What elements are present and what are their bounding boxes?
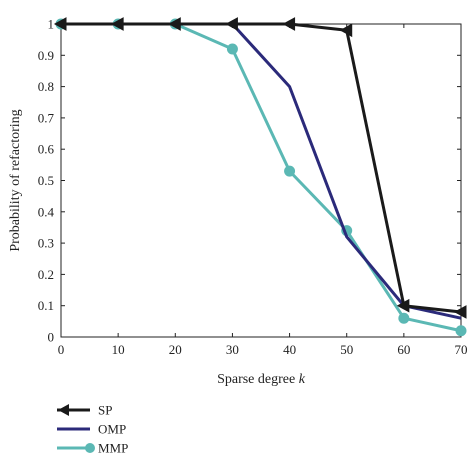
y-axis: 0 0.1 0.2 0.3 0.4 0.5 0.6 0.7 0.8 0.9 1 — [38, 17, 461, 345]
x-axis-title: Sparse degree k — [217, 372, 306, 387]
series-mmp — [55, 18, 467, 337]
data-point-mmp — [398, 312, 410, 324]
data-point-sp — [168, 17, 181, 31]
y-tick-label: 0.3 — [38, 236, 54, 251]
plot-area: 0 10 20 30 40 50 60 70 0 0.1 0.2 0.3 0.4 0.5 0.6 0.7 0.… — [38, 17, 468, 358]
data-point-sp — [396, 298, 410, 313]
series-sp — [53, 17, 467, 319]
data-point-sp — [225, 17, 238, 31]
y-tick-label: 0.2 — [38, 267, 54, 282]
y-tick-label: 1 — [48, 17, 55, 32]
x-tick-label: 30 — [226, 342, 239, 357]
data-point-sp — [53, 17, 67, 31]
data-point-sp — [453, 305, 467, 319]
legend-item-mmp: MMP — [57, 441, 128, 456]
data-point-mmp — [284, 165, 296, 177]
y-tick-label: 0.1 — [38, 298, 54, 313]
x-tick-label: 20 — [169, 342, 182, 357]
x-axis-title-variable: k — [299, 372, 306, 387]
x-tick-label: 50 — [340, 342, 353, 357]
series-line-sp — [61, 22, 462, 314]
legend-marker — [58, 404, 69, 416]
x-tick-label: 40 — [283, 342, 296, 357]
legend-label: MMP — [98, 441, 128, 456]
y-tick-label: 0.9 — [38, 48, 54, 63]
x-tick-label: 60 — [397, 342, 410, 357]
y-tick-label: 0.4 — [38, 204, 55, 219]
legend-marker — [85, 443, 95, 453]
data-point-sp — [339, 23, 353, 38]
data-point-sp — [111, 17, 124, 31]
y-tick-label: 0.7 — [38, 110, 55, 125]
y-tick-label: 0.5 — [38, 173, 54, 188]
data-point-sp — [282, 17, 296, 31]
x-axis-title-text: Sparse degree — [217, 372, 299, 387]
x-tick-label: 10 — [112, 342, 125, 357]
x-tick-label: 70 — [455, 342, 468, 357]
legend-item-omp: OMP — [57, 422, 126, 437]
data-point-mmp — [455, 325, 467, 337]
data-point-mmp — [226, 43, 238, 55]
y-axis-title: Probability of refactoring — [8, 109, 23, 251]
x-tick-label: 0 — [58, 342, 65, 357]
y-tick-label: 0.8 — [38, 79, 54, 94]
legend-label: SP — [98, 403, 112, 418]
legend-label: OMP — [98, 422, 126, 437]
series-layer — [53, 17, 467, 337]
legend-item-sp: SP — [57, 403, 112, 418]
y-tick-label: 0.6 — [38, 142, 55, 157]
y-tick-label: 0 — [48, 330, 55, 345]
legend: SP OMP MMP — [57, 403, 128, 456]
series-omp — [61, 22, 462, 320]
series-line-omp — [61, 22, 462, 320]
